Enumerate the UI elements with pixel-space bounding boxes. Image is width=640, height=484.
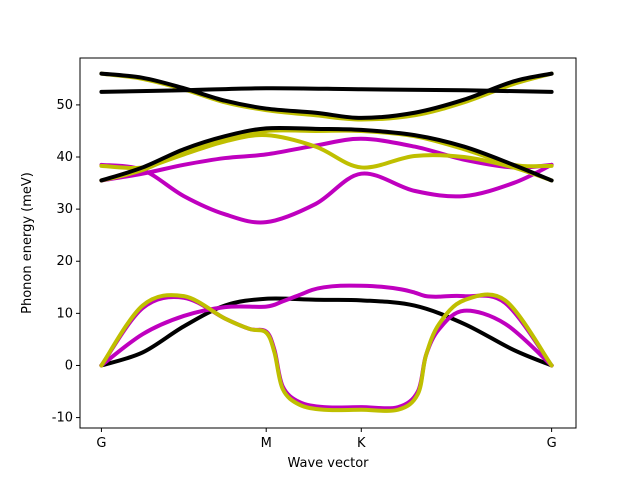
y-tick-label: -10 bbox=[52, 411, 73, 426]
series-line-optical-5 bbox=[99, 125, 554, 183]
y-axis-ticks: -10 0 10 20 30 40 50 bbox=[52, 98, 80, 426]
series-line-optical-1 bbox=[99, 162, 554, 225]
series-line-optical-7 bbox=[99, 71, 554, 120]
series-line-optical-4 bbox=[99, 128, 554, 183]
x-tick-label: G bbox=[547, 436, 557, 451]
y-tick-label: 10 bbox=[56, 306, 73, 321]
series-line-optical-8 bbox=[99, 86, 554, 94]
y-tick-label: 50 bbox=[56, 98, 73, 113]
y-tick-label: 20 bbox=[56, 254, 73, 269]
series-layer bbox=[99, 71, 554, 413]
y-tick-label: 30 bbox=[56, 202, 73, 217]
x-tick-label: G bbox=[96, 436, 106, 451]
x-tick-label: M bbox=[261, 436, 272, 451]
x-axis-label: Wave vector bbox=[287, 456, 369, 471]
plot-frame bbox=[79, 57, 577, 429]
y-tick-label: 0 bbox=[65, 358, 73, 373]
y-tick-label: 40 bbox=[56, 150, 73, 165]
series-line-acoustic-3 bbox=[99, 292, 554, 413]
y-axis-label: Phonon energy (meV) bbox=[20, 172, 35, 314]
series-line-acoustic-1 bbox=[99, 296, 554, 368]
x-tick-label: K bbox=[357, 436, 366, 451]
series-line-acoustic-2 bbox=[99, 283, 554, 368]
